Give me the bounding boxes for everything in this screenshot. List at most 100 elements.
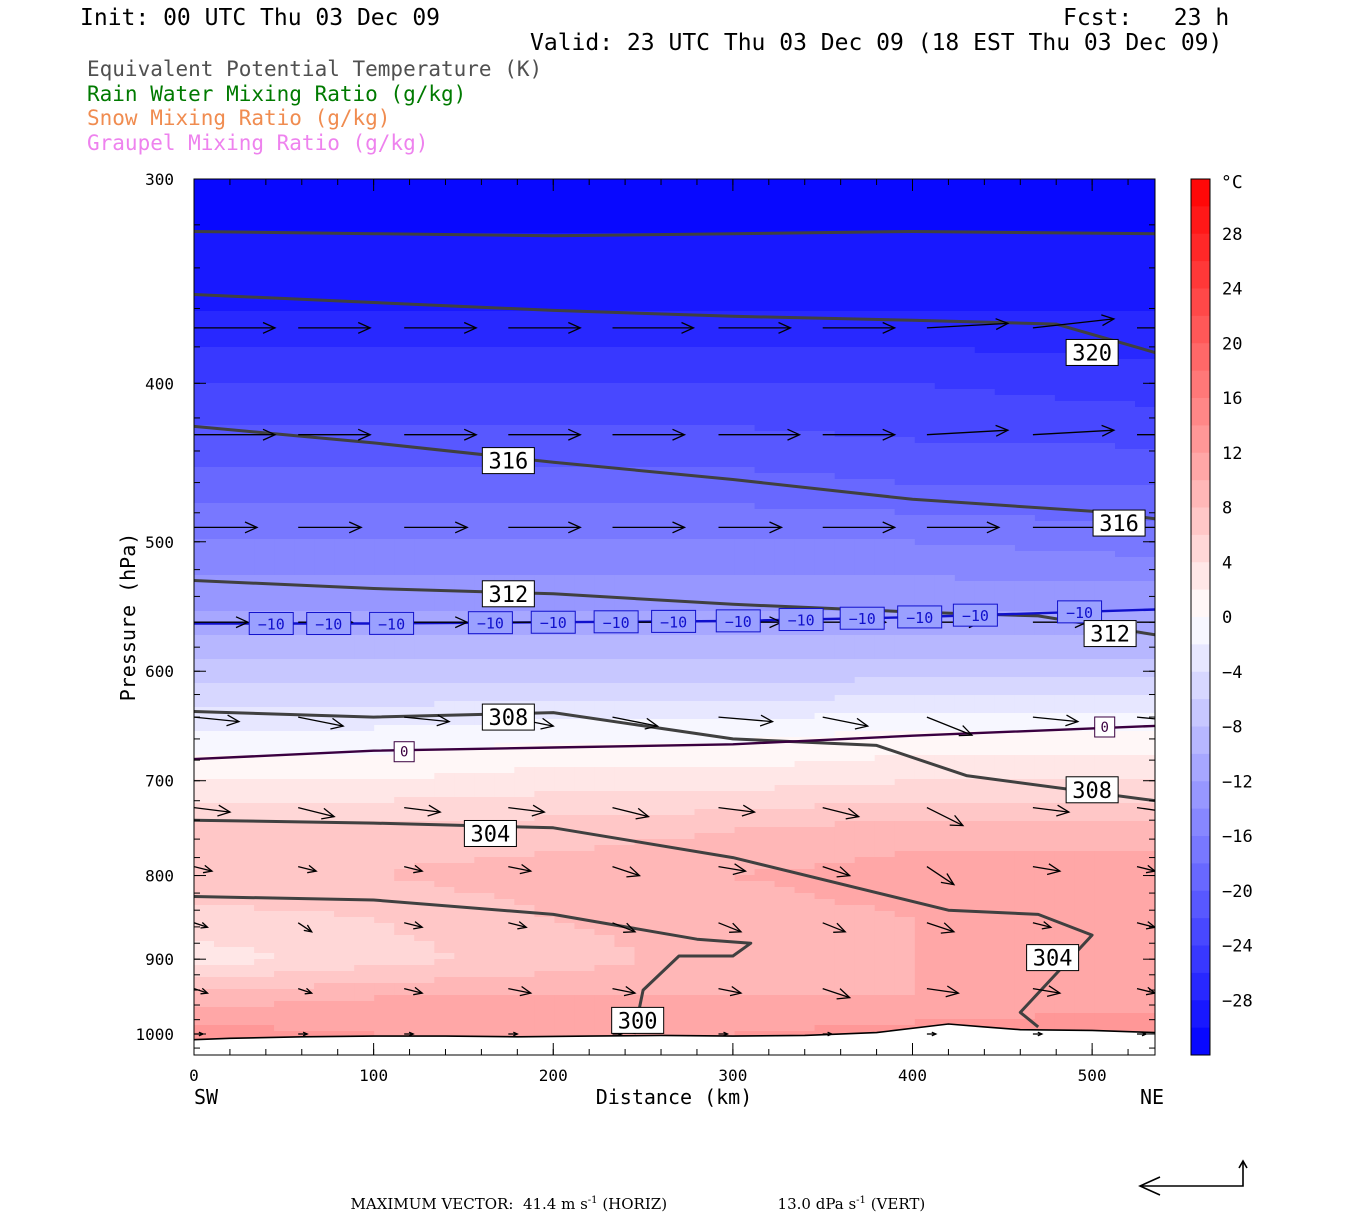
temperature-cell bbox=[834, 185, 856, 192]
temperature-cell bbox=[1094, 233, 1116, 240]
temperature-cell bbox=[814, 773, 836, 780]
temperature-cell bbox=[354, 455, 375, 462]
temperature-cell bbox=[434, 797, 455, 804]
temperature-cell bbox=[774, 593, 796, 600]
temperature-cell bbox=[1014, 545, 1036, 552]
temperature-cell bbox=[634, 773, 656, 780]
temperature-cell bbox=[294, 395, 315, 402]
temperature-cell bbox=[794, 707, 816, 714]
temperature-cell bbox=[634, 275, 656, 282]
temperature-cell bbox=[354, 179, 375, 186]
temperature-cell bbox=[354, 335, 375, 342]
temperature-cell bbox=[1014, 473, 1036, 480]
temperature-cell bbox=[894, 389, 916, 396]
temperature-cell bbox=[854, 401, 876, 408]
temperature-cell bbox=[314, 425, 335, 432]
temperature-cell bbox=[334, 545, 355, 552]
temperature-cell bbox=[1074, 491, 1096, 498]
temperature-cell bbox=[734, 503, 756, 510]
temperature-cell bbox=[634, 749, 656, 756]
temperature-cell bbox=[194, 611, 215, 618]
temperature-cell bbox=[454, 299, 475, 306]
temperature-cell bbox=[854, 533, 876, 540]
temperature-cell bbox=[1034, 359, 1056, 366]
temperature-cell bbox=[314, 521, 335, 528]
temperature-cell bbox=[734, 773, 756, 780]
temperature-cell bbox=[1135, 725, 1155, 732]
temperature-cell bbox=[214, 281, 235, 288]
temperature-cell bbox=[1014, 425, 1036, 432]
temperature-cell bbox=[674, 785, 696, 792]
temperature-cell bbox=[694, 383, 716, 390]
temperature-cell bbox=[314, 773, 335, 780]
temperature-cell bbox=[1054, 203, 1076, 210]
temperature-cell bbox=[994, 395, 1016, 402]
temperature-cell bbox=[354, 281, 375, 288]
temperature-cell bbox=[1094, 203, 1116, 210]
temperature-cell bbox=[874, 179, 896, 186]
temperature-cell bbox=[574, 731, 595, 738]
temperature-cell bbox=[954, 677, 976, 684]
temperature-cell bbox=[794, 305, 816, 312]
temperature-cell bbox=[774, 713, 796, 720]
temperature-cell bbox=[914, 755, 936, 762]
temperature-cell bbox=[914, 701, 936, 708]
temperature-cell bbox=[274, 437, 295, 444]
temperature-cell bbox=[674, 209, 696, 216]
temperature-cell bbox=[934, 683, 956, 690]
temperature-cell bbox=[874, 299, 896, 306]
temperature-cell bbox=[694, 287, 716, 294]
temperature-cell bbox=[894, 323, 916, 330]
temperature-cell bbox=[414, 749, 435, 756]
temperature-cell bbox=[894, 545, 916, 552]
temperature-cell bbox=[314, 317, 335, 324]
temperature-cell bbox=[974, 629, 996, 636]
temperature-cell bbox=[934, 413, 956, 420]
temperature-cell bbox=[434, 293, 455, 300]
temperature-cell bbox=[254, 299, 275, 306]
temperature-cell bbox=[654, 179, 676, 186]
temperature-cell bbox=[1135, 743, 1155, 750]
temperature-cell bbox=[634, 461, 656, 468]
temperature-cell bbox=[194, 281, 215, 288]
temperature-cell bbox=[514, 239, 535, 246]
temperature-cell bbox=[654, 779, 676, 786]
temperature-cell bbox=[574, 317, 595, 324]
temperature-cell bbox=[614, 365, 635, 372]
temperature-cell bbox=[1014, 509, 1036, 516]
temperature-cell bbox=[1054, 659, 1076, 666]
temperature-cell bbox=[894, 299, 916, 306]
temperature-cell bbox=[414, 413, 435, 420]
temperature-cell bbox=[1074, 473, 1096, 480]
temperature-cell bbox=[314, 539, 335, 546]
temperature-cell bbox=[514, 251, 535, 258]
temperature-cell bbox=[1074, 227, 1096, 234]
temperature-cell bbox=[774, 791, 796, 798]
temperature-cell bbox=[294, 197, 315, 204]
temperature-cell bbox=[774, 227, 796, 234]
temperature-cell bbox=[814, 695, 836, 702]
temperature-cell bbox=[194, 491, 215, 498]
temperature-cell bbox=[614, 251, 635, 258]
temperature-cell bbox=[814, 731, 836, 738]
temperature-cell bbox=[874, 497, 896, 504]
temperature-cell bbox=[794, 569, 816, 576]
temperature-cell bbox=[734, 335, 756, 342]
temperature-cell bbox=[494, 353, 515, 360]
temperature-cell bbox=[574, 653, 595, 660]
temperature-cell bbox=[914, 395, 936, 402]
temperature-cell bbox=[374, 533, 395, 540]
temperature-cell bbox=[574, 269, 595, 276]
temperature-cell bbox=[334, 671, 355, 678]
temperature-cell bbox=[714, 191, 736, 198]
temperature-cell bbox=[694, 281, 716, 288]
temperature-cell bbox=[214, 245, 235, 252]
temperature-cell bbox=[574, 551, 595, 558]
temperature-cell bbox=[1014, 449, 1036, 456]
temperature-cell bbox=[934, 593, 956, 600]
temperature-cell bbox=[694, 245, 716, 252]
temperature-cell bbox=[634, 683, 656, 690]
temperature-cell bbox=[474, 317, 495, 324]
temperature-cell bbox=[954, 311, 976, 318]
temperature-cell bbox=[374, 203, 395, 210]
